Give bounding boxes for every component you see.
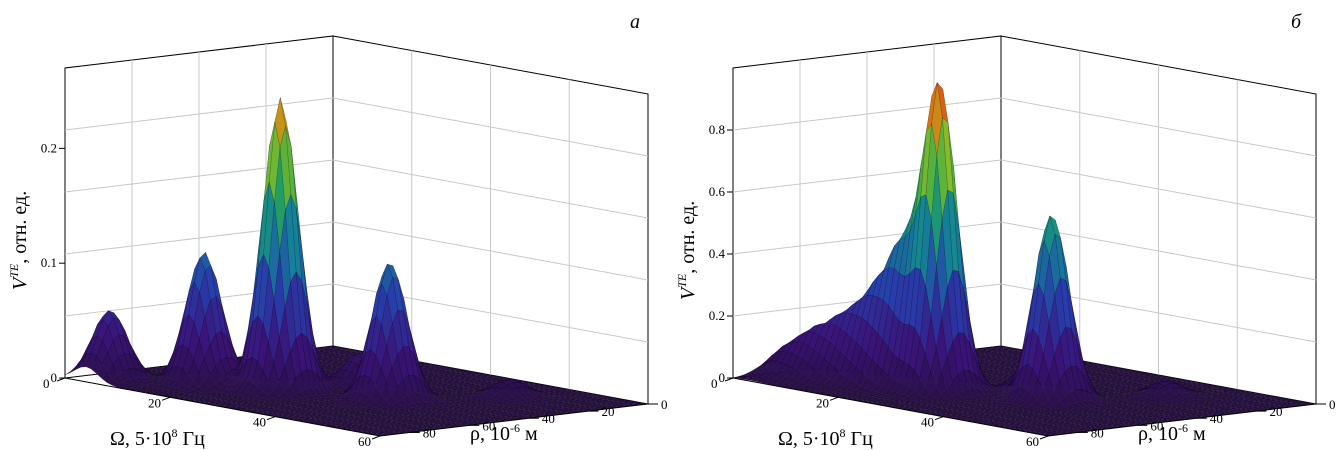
rho-tick-label: 40 bbox=[542, 411, 555, 426]
x-axis-label-main-a: Ω, 5·10 bbox=[110, 428, 172, 450]
y-axis-label-sup-a: -6 bbox=[510, 421, 520, 435]
rho-tick-label: 0 bbox=[661, 397, 668, 412]
rho-axis-line-a bbox=[379, 403, 649, 437]
grid-line-z-b-2 bbox=[732, 221, 1317, 281]
z-axis-label-rest-a: , отн. ед. bbox=[9, 191, 31, 264]
omega-tick-mark bbox=[371, 435, 381, 440]
rho-tick-label: 60 bbox=[482, 418, 495, 433]
x-axis-label-rest-a: Гц bbox=[178, 428, 206, 450]
omega-tick-mark bbox=[266, 416, 276, 421]
x-axis-label-a: Ω, 5·108 Гц bbox=[110, 426, 205, 450]
z-tick-label: 0 bbox=[51, 370, 58, 385]
rho-tick-label: 20 bbox=[601, 404, 614, 419]
z-tick-label: 0.2 bbox=[41, 140, 57, 155]
omega-tick-label: 0 bbox=[43, 376, 50, 391]
y-axis-label-a: ρ, 10-6 м bbox=[470, 421, 538, 445]
grid-line-z-a-2 bbox=[64, 221, 649, 281]
omega-tick-label: 40 bbox=[253, 415, 266, 430]
grid-line-z-a-4 bbox=[64, 97, 649, 157]
panel-label-a: а bbox=[630, 11, 640, 33]
z-axis-label-sup-a: TE bbox=[7, 263, 21, 278]
rho-tick-label: 80 bbox=[423, 425, 436, 440]
omega-axis-line-a bbox=[64, 377, 381, 437]
omega-tick-mark bbox=[161, 396, 171, 401]
omega-tick-label: 20 bbox=[148, 395, 161, 410]
y-axis-label-rest-a: м bbox=[520, 423, 538, 445]
back-wall-right-a bbox=[332, 35, 649, 405]
z-tick-label: 0.1 bbox=[41, 255, 57, 270]
grid-line-z-b-1 bbox=[732, 283, 1317, 343]
back-wall-right-b bbox=[1000, 35, 1317, 405]
grid-line-z-a-3 bbox=[64, 159, 649, 219]
omega-tick-label: 60 bbox=[358, 434, 371, 449]
y-axis-label-main-a: ρ, 10 bbox=[470, 423, 510, 445]
z-axis-label-main-a: V bbox=[9, 275, 31, 290]
grid-line-z-b-3 bbox=[732, 159, 1317, 219]
z-axis-label-a: VTE, отн. ед. bbox=[7, 191, 31, 290]
x-axis-label-sup-a: 8 bbox=[172, 426, 178, 440]
grid-line-z-a-1 bbox=[64, 283, 649, 343]
grid-line-z-b-4 bbox=[732, 97, 1317, 157]
